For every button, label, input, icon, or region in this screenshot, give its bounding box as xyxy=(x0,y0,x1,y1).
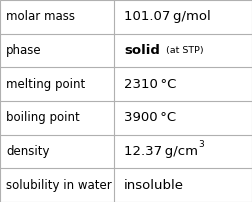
Text: boiling point: boiling point xyxy=(6,111,80,124)
Text: 12.37 g/cm: 12.37 g/cm xyxy=(124,145,198,158)
Text: 3900 °C: 3900 °C xyxy=(124,111,176,124)
Text: (at STP): (at STP) xyxy=(160,46,203,55)
Text: molar mass: molar mass xyxy=(6,10,75,23)
Text: solubility in water: solubility in water xyxy=(6,179,112,192)
Text: melting point: melting point xyxy=(6,78,85,91)
Text: phase: phase xyxy=(6,44,42,57)
Text: 101.07 g/mol: 101.07 g/mol xyxy=(124,10,211,23)
Text: density: density xyxy=(6,145,50,158)
Text: solid: solid xyxy=(124,44,160,57)
Text: insoluble: insoluble xyxy=(124,179,184,192)
Text: 3: 3 xyxy=(198,140,204,149)
Text: 2310 °C: 2310 °C xyxy=(124,78,176,91)
